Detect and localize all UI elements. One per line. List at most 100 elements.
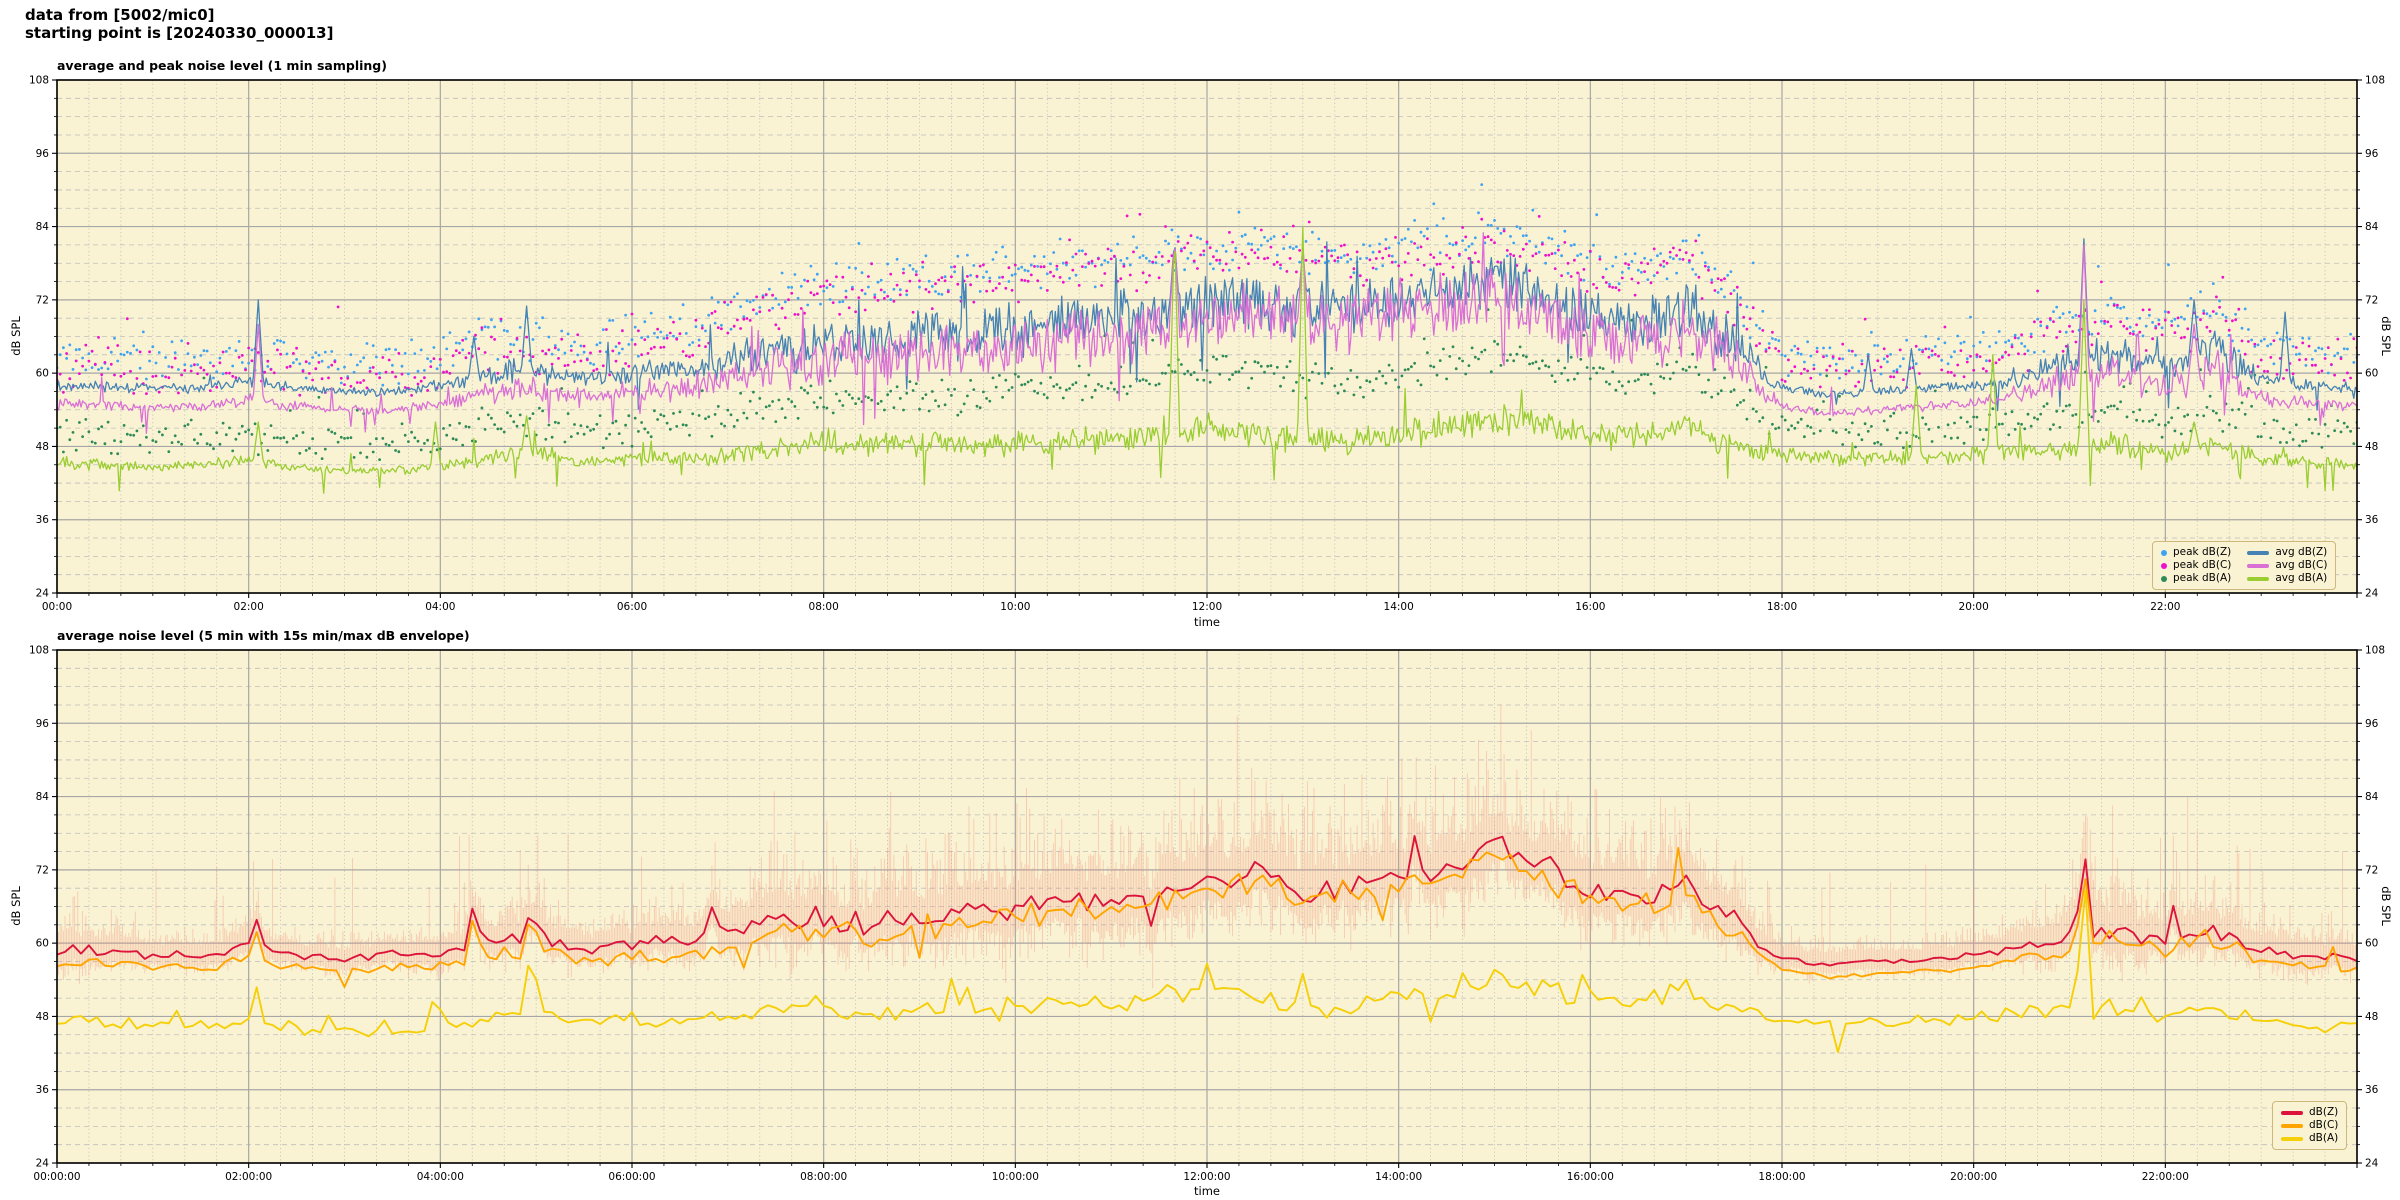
ytick-label-right: 48 [2365, 1011, 2378, 1023]
top-chart-xlabel: time [1194, 615, 1220, 629]
bottom-chart-series [57, 704, 2357, 1054]
bottom-chart-ylabel-right: dB SPL [2379, 886, 2393, 926]
legend-grid: peak dB(Z) avg dB(Z) peak dB(C) avg dB(C) pe… [2161, 546, 2327, 585]
bottom-chart-xlabel: time [1194, 1184, 1220, 1198]
series-dB(A) [57, 889, 2357, 1054]
ytick-label-left: 24 [36, 588, 50, 600]
legend-line-marker-avg dB(A) [2247, 576, 2270, 581]
legend-label: peak dB(Z) [2173, 546, 2232, 558]
legend-item: dB(C) [2281, 1119, 2338, 1132]
xtick-label: 18:00 [1767, 601, 1797, 613]
ytick-label-right: 48 [2365, 441, 2378, 453]
top-chart-ylabel-left: dB SPL [9, 316, 23, 356]
ytick-label-right: 60 [2365, 938, 2378, 950]
ytick-label-right: 108 [2365, 75, 2385, 87]
ytick-label-right: 96 [2365, 148, 2379, 160]
legend-line-marker-dB(C) [2281, 1123, 2303, 1128]
tick-labels: 24 24 36 36 48 48 60 60 72 72 84 84 96 96 108 108 00:00 0… [29, 75, 2385, 614]
tick-marks [52, 649, 2362, 1168]
xtick-label: 02:00:00 [225, 1171, 272, 1183]
xtick-label: 00:00:00 [33, 1171, 80, 1183]
header-line-1: data from [5002/mic0] [25, 6, 215, 24]
ytick-label-left: 108 [29, 645, 49, 657]
ytick-label-left: 36 [36, 1084, 50, 1096]
legend-label: avg dB(Z) [2275, 546, 2328, 558]
bottom-chart-ylabel-left: dB SPL [9, 886, 23, 926]
tick-marks [52, 79, 2362, 598]
legend-item: peak dB(C) [2161, 559, 2231, 572]
legend-item: avg dB(Z) [2247, 546, 2327, 559]
legend-item: peak dB(A) [2161, 572, 2231, 585]
xtick-label: 18:00:00 [1758, 1171, 1805, 1183]
xtick-label: 08:00 [809, 601, 839, 613]
header-line-2: starting point is [20240330_000013] [25, 24, 334, 42]
ytick-label-left: 24 [36, 1158, 50, 1170]
legend-line-marker-dB(A) [2281, 1136, 2303, 1141]
xtick-label: 22:00 [2150, 601, 2180, 613]
legend-item: avg dB(C) [2247, 559, 2327, 572]
top-chart-legend: peak dB(Z) avg dB(Z) peak dB(C) avg dB(C) pe… [2152, 541, 2337, 590]
series-dB(C) [57, 847, 2357, 988]
legend-line-marker-avg dB(C) [2247, 563, 2270, 568]
legend-label: peak dB(C) [2173, 559, 2232, 571]
ytick-label-left: 60 [36, 938, 49, 950]
series-avg dB(C) [57, 232, 2357, 434]
ytick-label-left: 48 [36, 1011, 49, 1023]
bottom-chart-title: average noise level (5 min with 15s min/… [57, 628, 470, 643]
ytick-label-left: 72 [36, 294, 49, 306]
ytick-label-right: 36 [2365, 514, 2379, 526]
ytick-label-right: 84 [2365, 791, 2379, 803]
legend-label: dB(C) [2309, 1119, 2339, 1131]
ytick-label-right: 96 [2365, 718, 2379, 730]
xtick-label: 14:00:00 [1375, 1171, 1422, 1183]
legend-label: dB(Z) [2309, 1106, 2339, 1118]
legend-label: dB(A) [2309, 1132, 2339, 1144]
ytick-label-left: 96 [36, 718, 50, 730]
xtick-label: 10:00 [1000, 601, 1030, 613]
xtick-label: 16:00 [1575, 601, 1605, 613]
ytick-label-left: 108 [29, 75, 49, 87]
legend-dot-marker-peak dB(C) [2161, 562, 2167, 569]
legend-item: peak dB(Z) [2161, 546, 2231, 559]
ytick-label-right: 36 [2365, 1084, 2379, 1096]
legend-item: dB(Z) [2281, 1106, 2338, 1119]
legend-line-marker-dB(Z) [2281, 1110, 2303, 1115]
xtick-label: 12:00:00 [1183, 1171, 1230, 1183]
legend-label: avg dB(C) [2275, 559, 2328, 571]
xtick-label: 14:00 [1384, 601, 1414, 613]
legend-label: peak dB(A) [2173, 572, 2232, 584]
ytick-label-left: 60 [36, 368, 49, 380]
xtick-label: 20:00:00 [1950, 1171, 1997, 1183]
ytick-label-right: 72 [2365, 864, 2378, 876]
ytick-label-right: 24 [2365, 588, 2379, 600]
xtick-label: 20:00 [1959, 601, 1989, 613]
xtick-label: 12:00 [1192, 601, 1222, 613]
ytick-label-left: 96 [36, 148, 50, 160]
ytick-label-left: 84 [36, 221, 50, 233]
ytick-label-left: 84 [36, 791, 50, 803]
xtick-label: 22:00:00 [2142, 1171, 2189, 1183]
xtick-label: 06:00:00 [608, 1171, 655, 1183]
series-dB(Z) [57, 835, 2357, 967]
legend-item: dB(A) [2281, 1132, 2338, 1145]
xtick-label: 10:00:00 [992, 1171, 1039, 1183]
legend-dot-marker-peak dB(A) [2161, 575, 2167, 582]
legend-line-marker-avg dB(Z) [2247, 550, 2270, 555]
legend-dot-marker-peak dB(Z) [2161, 549, 2167, 556]
ytick-label-right: 72 [2365, 294, 2378, 306]
figure-header: data from [5002/mic0] starting point is … [25, 6, 333, 42]
xtick-label: 02:00 [234, 601, 264, 613]
ytick-label-right: 108 [2365, 645, 2385, 657]
ytick-label-left: 48 [36, 441, 49, 453]
ytick-label-right: 24 [2365, 1158, 2379, 1170]
bottom-chart-legend: dB(Z) dB(C) dB(A) [2272, 1101, 2348, 1150]
xtick-label: 16:00:00 [1567, 1171, 1614, 1183]
xtick-label: 08:00:00 [800, 1171, 847, 1183]
legend-item: avg dB(A) [2247, 572, 2327, 585]
xtick-label: 04:00 [425, 601, 455, 613]
ytick-label-left: 72 [36, 864, 49, 876]
tick-labels: 24 24 36 36 48 48 60 60 72 72 84 84 96 96 108 108 00:00:… [29, 645, 2385, 1184]
top-chart-ylabel-right: dB SPL [2379, 316, 2393, 356]
top-chart-title: average and peak noise level (1 min samp… [57, 58, 387, 73]
